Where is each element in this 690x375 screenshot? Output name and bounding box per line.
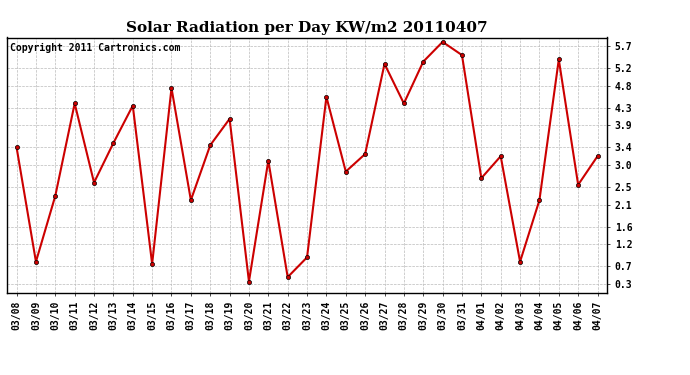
Title: Solar Radiation per Day KW/m2 20110407: Solar Radiation per Day KW/m2 20110407	[126, 21, 488, 35]
Text: Copyright 2011 Cartronics.com: Copyright 2011 Cartronics.com	[10, 43, 180, 52]
